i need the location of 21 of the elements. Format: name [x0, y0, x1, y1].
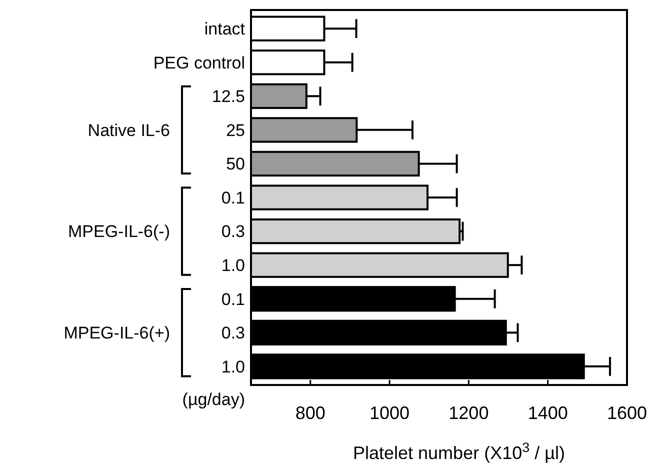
x-tick-label: 1000 — [370, 403, 410, 423]
x-axis-title: Platelet number (X10$^{3}$ / µl) — [353, 440, 565, 463]
y-tick-label: 1.0 — [221, 256, 245, 276]
y-tick-label: 1.0 — [221, 357, 245, 376]
text: (µg/day) — [182, 390, 245, 409]
y-tick-label: 0.3 — [221, 222, 245, 242]
y-tick-label: intact — [204, 20, 246, 39]
y-tick-label: 12.5 — [212, 87, 245, 106]
text: MPEG-IL-6(+) — [64, 324, 170, 343]
y-tick-label: 0.1 — [221, 188, 245, 208]
x-tick-label: 1200 — [448, 403, 489, 423]
x-tick-label: 1600 — [606, 403, 648, 423]
y-tick-label: 0.1 — [221, 290, 245, 309]
x-tick-label: 800 — [295, 403, 326, 423]
y-tick-label: 25 — [226, 120, 245, 140]
y-tick-label: PEG control — [153, 53, 245, 72]
text: Native IL-6 — [88, 120, 170, 140]
y-tick-label: 0.3 — [221, 324, 245, 343]
text: MPEG-IL-6(-) — [68, 222, 170, 242]
y-tick-label: 50 — [226, 154, 245, 174]
x-tick-label: 1400 — [528, 403, 568, 423]
